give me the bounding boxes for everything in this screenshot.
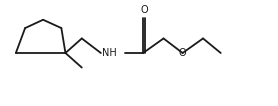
Text: O: O bbox=[140, 5, 148, 15]
Text: NH: NH bbox=[102, 48, 116, 58]
Text: O: O bbox=[179, 48, 187, 58]
